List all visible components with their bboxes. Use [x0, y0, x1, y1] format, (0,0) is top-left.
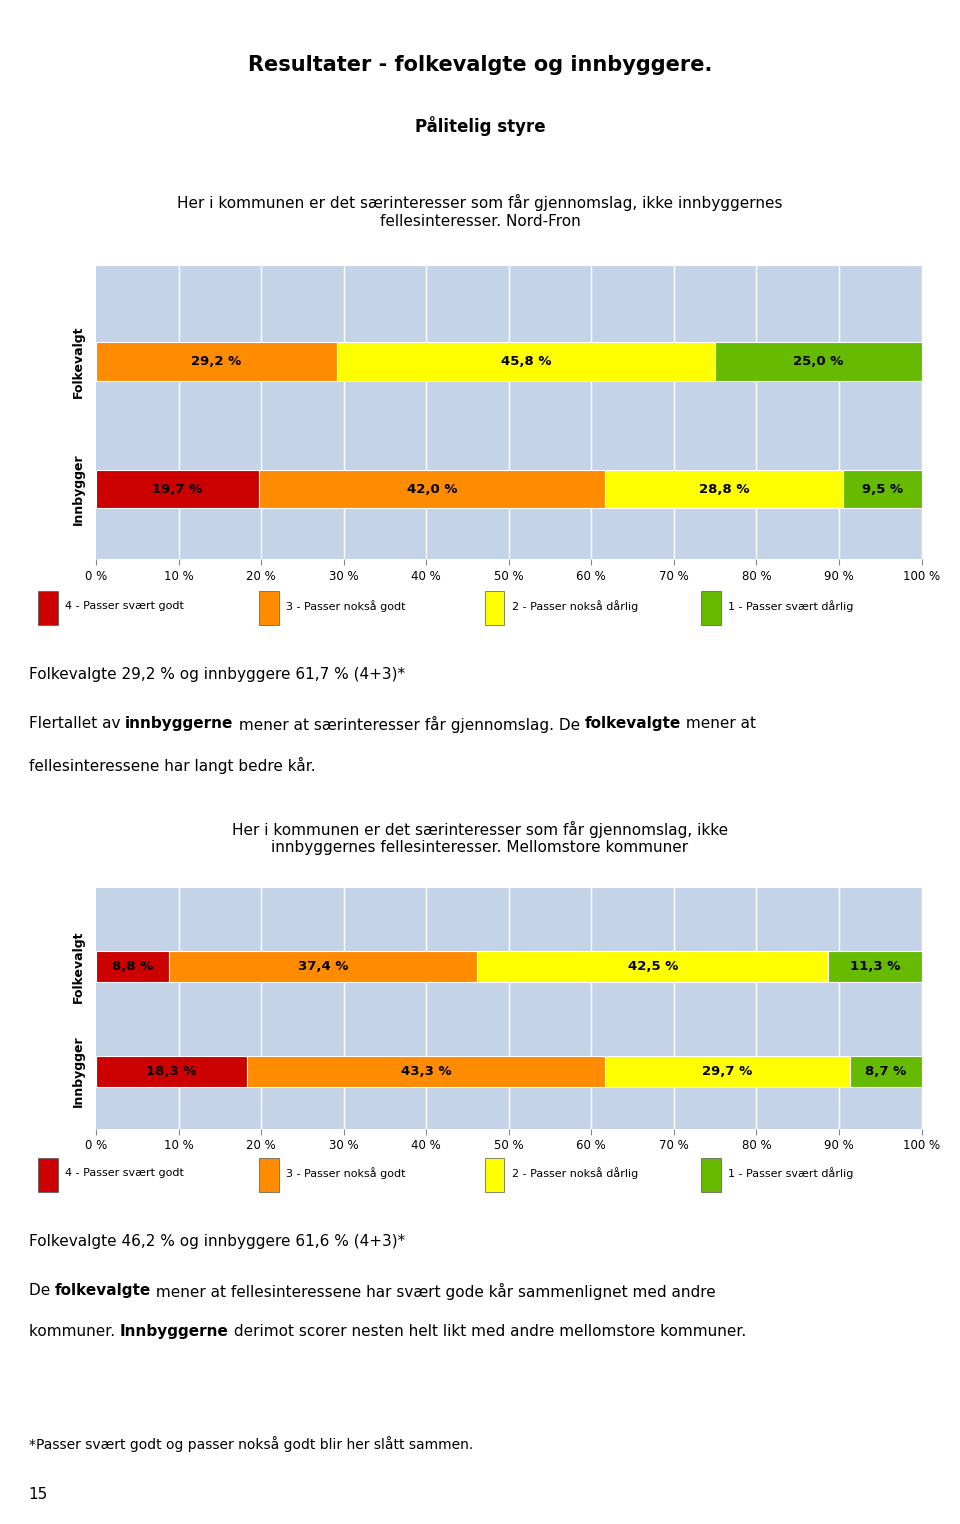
Text: 9,5 %: 9,5 %	[862, 483, 903, 495]
Text: Folkevalgte 46,2 % og innbyggere 61,6 % (4+3)*: Folkevalgte 46,2 % og innbyggere 61,6 % …	[29, 1234, 405, 1248]
Bar	[606, 469, 843, 509]
Text: derimot scorer nesten helt likt med andre mellomstore kommuner.: derimot scorer nesten helt likt med andr…	[228, 1324, 746, 1340]
Bar	[37, 591, 58, 625]
Text: 1 - Passer svært dårlig: 1 - Passer svært dårlig	[728, 600, 853, 613]
Bar	[258, 469, 606, 509]
Bar	[701, 591, 721, 625]
Bar	[843, 469, 922, 509]
Bar	[605, 1056, 850, 1087]
Bar	[96, 1056, 247, 1087]
Text: kommuner.: kommuner.	[29, 1324, 120, 1340]
Text: 37,4 %: 37,4 %	[298, 960, 348, 974]
Text: Her i kommunen er det særinteresser som får gjennomslag, ikke
innbyggernes felle: Her i kommunen er det særinteresser som …	[232, 820, 728, 855]
Text: Resultater - folkevalgte og innbyggere.: Resultater - folkevalgte og innbyggere.	[248, 55, 712, 75]
Text: 19,7 %: 19,7 %	[153, 483, 203, 495]
Text: 18,3 %: 18,3 %	[146, 1065, 197, 1077]
Bar	[485, 591, 504, 625]
Text: 4 - Passer svært godt: 4 - Passer svært godt	[65, 1167, 183, 1178]
Bar	[259, 591, 278, 625]
Bar	[247, 1056, 605, 1087]
Text: 8,7 %: 8,7 %	[865, 1065, 906, 1077]
Bar	[37, 1158, 58, 1192]
Text: 1 - Passer svært dårlig: 1 - Passer svært dårlig	[728, 1167, 853, 1180]
Text: 3 - Passer nokså godt: 3 - Passer nokså godt	[286, 600, 405, 613]
Bar	[259, 1158, 278, 1192]
Bar	[169, 951, 477, 983]
Text: 2 - Passer nokså dårlig: 2 - Passer nokså dårlig	[512, 600, 637, 613]
Text: Pålitelig styre: Pålitelig styre	[415, 116, 545, 137]
Text: 29,7 %: 29,7 %	[702, 1065, 753, 1077]
Bar	[701, 1158, 721, 1192]
Bar	[485, 1158, 504, 1192]
Text: mener at fellesinteressene har svært gode kår sammenlignet med andre: mener at fellesinteressene har svært god…	[151, 1283, 716, 1300]
Text: De: De	[29, 1283, 55, 1298]
Text: innbyggerne: innbyggerne	[125, 716, 233, 732]
Text: mener at: mener at	[681, 716, 756, 732]
Bar	[96, 469, 258, 509]
Bar	[850, 1056, 922, 1087]
Text: 25,0 %: 25,0 %	[793, 355, 844, 369]
Text: 42,0 %: 42,0 %	[407, 483, 457, 495]
Bar	[477, 951, 828, 983]
Text: mener at særinteresser får gjennomslag. De: mener at særinteresser får gjennomslag. …	[233, 716, 585, 733]
Text: Folkevalgte 29,2 % og innbyggere 61,7 % (4+3)*: Folkevalgte 29,2 % og innbyggere 61,7 % …	[29, 668, 405, 681]
Text: 4 - Passer svært godt: 4 - Passer svært godt	[65, 602, 183, 611]
Bar	[96, 951, 169, 983]
Text: folkevalgte: folkevalgte	[55, 1283, 151, 1298]
Bar	[96, 343, 337, 381]
Text: 15: 15	[29, 1487, 48, 1501]
Text: 11,3 %: 11,3 %	[850, 960, 900, 974]
Bar	[337, 343, 715, 381]
Text: 29,2 %: 29,2 %	[191, 355, 242, 369]
Text: Flertallet av: Flertallet av	[29, 716, 125, 732]
Text: 28,8 %: 28,8 %	[699, 483, 750, 495]
Text: Her i kommunen er det særinteresser som får gjennomslag, ikke innbyggernes
felle: Her i kommunen er det særinteresser som …	[178, 194, 782, 229]
Text: 2 - Passer nokså dårlig: 2 - Passer nokså dårlig	[512, 1167, 637, 1180]
Bar	[828, 951, 922, 983]
Text: *Passer svært godt og passer nokså godt blir her slått sammen.: *Passer svært godt og passer nokså godt …	[29, 1437, 473, 1452]
Text: folkevalgte: folkevalgte	[585, 716, 681, 732]
Text: 42,5 %: 42,5 %	[628, 960, 678, 974]
Text: Innbyggerne: Innbyggerne	[120, 1324, 228, 1340]
Bar	[715, 343, 922, 381]
Text: 45,8 %: 45,8 %	[501, 355, 551, 369]
Text: fellesinteressene har langt bedre kår.: fellesinteressene har langt bedre kår.	[29, 757, 316, 774]
Text: 3 - Passer nokså godt: 3 - Passer nokså godt	[286, 1167, 405, 1180]
Text: 43,3 %: 43,3 %	[400, 1065, 451, 1077]
Text: 8,8 %: 8,8 %	[111, 960, 153, 974]
